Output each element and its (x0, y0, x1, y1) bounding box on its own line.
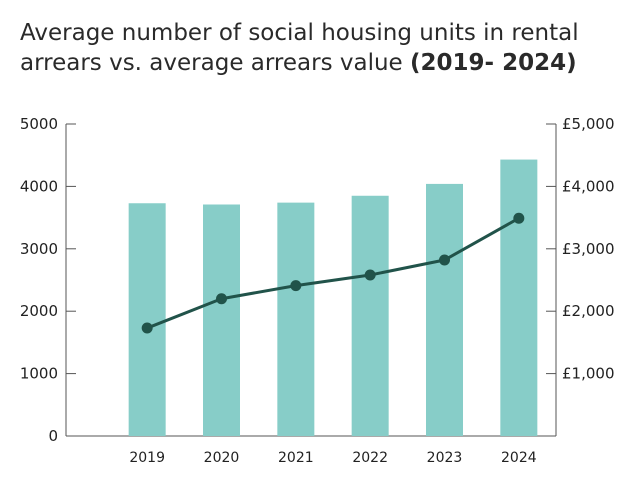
left-tick-label: 1000 (20, 365, 58, 383)
line-point-2019 (141, 322, 153, 334)
bar-series (128, 159, 538, 436)
x-tick-label: 2022 (352, 450, 388, 466)
left-tick-label: 4000 (20, 177, 58, 195)
right-tick-label: £3,000 (562, 240, 615, 258)
bar-2022 (351, 195, 389, 436)
chart-title-main: Average number of social housing units i… (20, 20, 579, 76)
x-tick-label: 2024 (501, 450, 537, 466)
line-series (141, 212, 525, 334)
right-tick-label: £5,000 (562, 115, 615, 133)
x-tick-label: 2019 (129, 450, 165, 466)
chart-title: Average number of social housing units i… (20, 18, 630, 78)
bar-2021 (277, 202, 315, 436)
right-tick-label: £4,000 (562, 177, 615, 195)
line-point-2020 (216, 293, 227, 305)
bar-2024 (500, 159, 538, 436)
left-tick-label: 3000 (20, 240, 58, 258)
bar-2020 (203, 204, 240, 436)
bar-2023 (426, 183, 463, 436)
left-tick-label: 0 (48, 427, 58, 445)
x-tick-label: 2021 (278, 450, 314, 466)
right-tick-label: £1,000 (562, 365, 615, 383)
right-tick-label: £2,000 (562, 302, 615, 320)
left-tick-label: 2000 (20, 302, 58, 320)
tick-labels: 0 1000 2000 3000 4000 5000 £1,000 £2,000 £3,000 £… (20, 115, 615, 466)
line-path (146, 216, 520, 330)
line-point-2023 (439, 254, 450, 266)
bar-2019 (128, 203, 166, 436)
line-point-2024 (513, 212, 525, 224)
line-point-2021 (290, 280, 302, 292)
chart-title-years: (2019- 2024) (410, 50, 577, 76)
x-tick-label: 2023 (427, 450, 463, 466)
line-point-2022 (364, 269, 376, 281)
x-tick-label: 2020 (204, 450, 240, 466)
left-tick-label: 5000 (20, 115, 58, 133)
